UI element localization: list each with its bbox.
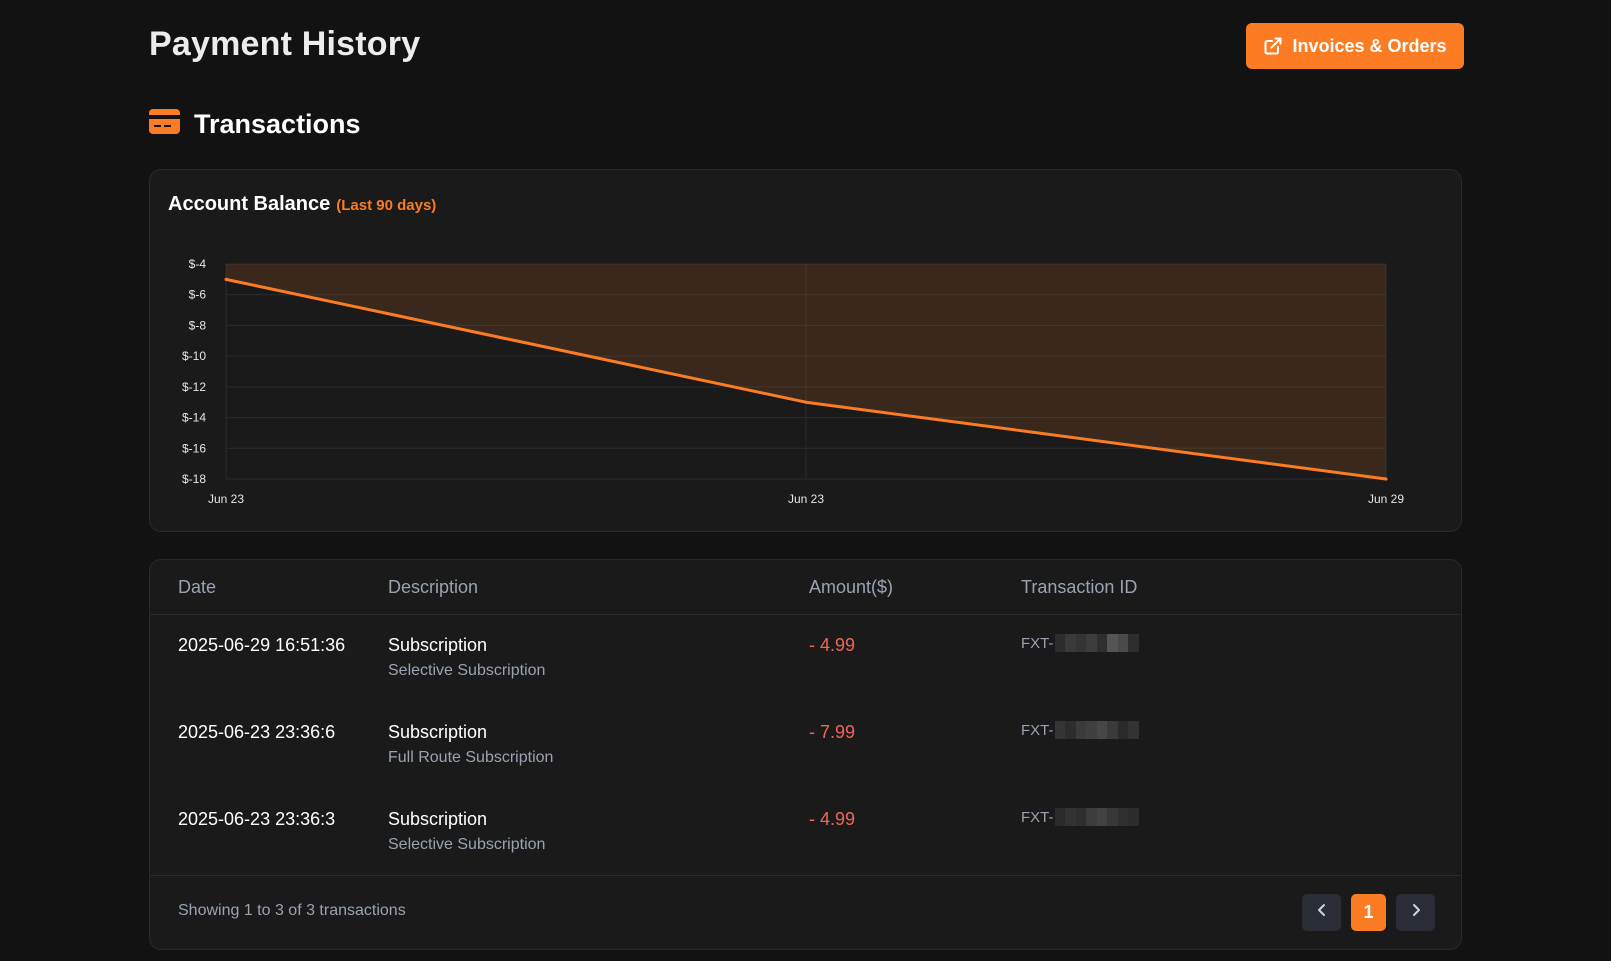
account-balance-card: Account Balance (Last 90 days) $-4 $-6 $-8… <box>149 169 1462 532</box>
column-header-amount: Amount($) <box>809 577 894 597</box>
y-tick-label: $-18 <box>182 472 206 486</box>
redacted-transaction-id <box>1054 808 1139 826</box>
pagination-summary: Showing 1 to 3 of 3 transactions <box>178 902 406 919</box>
y-tick-label: $-6 <box>189 288 207 302</box>
section-title: Transactions <box>194 108 361 139</box>
invoices-orders-label: Invoices & Orders <box>1292 35 1447 56</box>
pagination: 1 <box>1302 894 1435 931</box>
row-date: 2025-06-23 23:36:3 <box>178 809 336 829</box>
column-header-description: Description <box>388 577 479 597</box>
balance-point <box>1384 477 1388 481</box>
chevron-right-icon <box>1408 902 1424 923</box>
chevron-left-icon <box>1314 902 1330 923</box>
table-row[interactable]: 2025-06-23 23:36:6 Subscription Full Rou… <box>150 702 1461 789</box>
row-amount: - 7.99 <box>809 722 856 742</box>
row-date: 2025-06-29 16:51:36 <box>178 635 346 655</box>
row-description-title: Subscription <box>388 809 488 829</box>
row-amount: - 4.99 <box>809 809 856 829</box>
balance-point <box>804 400 808 404</box>
credit-card-icon <box>149 109 180 139</box>
transaction-id-prefix: FXT- <box>1021 808 1054 826</box>
column-header-transaction-id: Transaction ID <box>1021 577 1138 597</box>
row-description-subtitle: Full Route Subscription <box>388 749 554 766</box>
invoices-orders-button[interactable]: Invoices & Orders <box>1246 23 1464 69</box>
y-tick-label: $-12 <box>182 380 206 394</box>
row-transaction-id: FXT- <box>1021 721 1139 739</box>
page-title: Payment History <box>149 25 421 63</box>
row-amount: - 4.99 <box>809 635 856 655</box>
transactions-section-header: Transactions <box>149 108 361 140</box>
transaction-id-prefix: FXT- <box>1021 634 1054 652</box>
column-header-date: Date <box>178 577 217 597</box>
balance-point <box>224 277 228 281</box>
y-tick-label: $-8 <box>189 318 207 332</box>
page-header: Payment History Invoices & Orders <box>149 23 1464 69</box>
page-1-button[interactable]: 1 <box>1351 894 1386 931</box>
x-tick-label: Jun 29 <box>1368 492 1404 506</box>
chart-subtitle: (Last 90 days) <box>336 197 437 214</box>
next-page-button[interactable] <box>1396 894 1435 931</box>
previous-page-button[interactable] <box>1302 894 1341 931</box>
table-row[interactable]: 2025-06-29 16:51:36 Subscription Selecti… <box>150 615 1461 702</box>
row-description-subtitle: Selective Subscription <box>388 662 546 679</box>
y-tick-label: $-16 <box>182 441 206 455</box>
row-transaction-id: FXT- <box>1021 634 1139 652</box>
row-description-title: Subscription <box>388 722 488 742</box>
x-tick-label: Jun 23 <box>788 492 824 506</box>
chart-title: Account Balance <box>168 193 331 215</box>
row-description-subtitle: Selective Subscription <box>388 836 546 853</box>
row-description-title: Subscription <box>388 635 488 655</box>
chart-heading: Account Balance (Last 90 days) <box>168 193 436 216</box>
y-tick-label: $-4 <box>189 257 207 271</box>
external-link-icon <box>1263 36 1283 56</box>
table-header: Date Description Amount($) Transaction I… <box>150 560 1461 615</box>
y-tick-label: $-10 <box>182 349 206 363</box>
transaction-id-prefix: FXT- <box>1021 721 1054 739</box>
redacted-transaction-id <box>1054 721 1139 739</box>
row-date: 2025-06-23 23:36:6 <box>178 722 336 742</box>
transactions-table: Date Description Amount($) Transaction I… <box>149 559 1462 950</box>
balance-area <box>226 264 1386 479</box>
x-tick-label: Jun 23 <box>208 492 244 506</box>
redacted-transaction-id <box>1054 634 1139 652</box>
table-row[interactable]: 2025-06-23 23:36:3 Subscription Selectiv… <box>150 789 1461 876</box>
y-tick-label: $-14 <box>182 411 206 425</box>
row-transaction-id: FXT- <box>1021 808 1139 826</box>
table-footer: Showing 1 to 3 of 3 transactions 1 <box>150 875 1461 949</box>
